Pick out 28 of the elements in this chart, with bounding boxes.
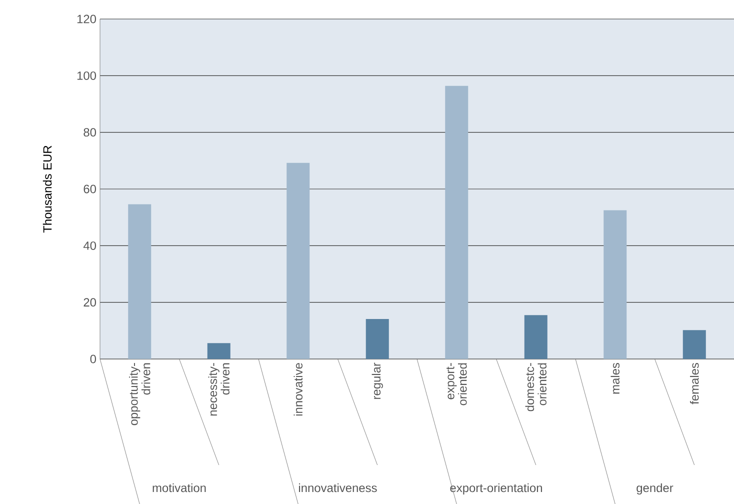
x-tick-label: export-oriented [446, 363, 467, 406]
text: gender [636, 483, 674, 494]
bar [604, 210, 627, 360]
y-tick-label: 20 [84, 298, 96, 307]
bar [286, 162, 310, 360]
bar [207, 343, 230, 360]
bar [445, 86, 468, 360]
x-tick-label: innovative [294, 363, 303, 416]
y-tick-label: 100 [77, 71, 96, 80]
y-tick-label: 0 [90, 354, 96, 364]
y-tick-label: 80 [84, 128, 96, 137]
bar [682, 330, 706, 360]
x-tick-label: domestc-oriented [525, 363, 546, 412]
text: innovativeness [299, 483, 377, 492]
x-tick-label: regular [372, 362, 383, 399]
x-tick-label: males [610, 362, 620, 394]
text: motivation [152, 483, 206, 492]
x-tick-label: females [690, 362, 699, 404]
y-tick-label: 60 [84, 184, 96, 194]
y-tick-label: 40 [83, 241, 96, 250]
x-tick-label: necessity-driven [208, 363, 230, 416]
bar [524, 315, 548, 360]
x-tick-label: opportunity-driven [129, 363, 150, 426]
text: export-orientation [450, 483, 542, 494]
y-tick-label: 120 [77, 14, 96, 24]
bar [128, 204, 152, 360]
y-axis-title: Thousands EUR [42, 146, 52, 233]
bar [366, 319, 389, 360]
